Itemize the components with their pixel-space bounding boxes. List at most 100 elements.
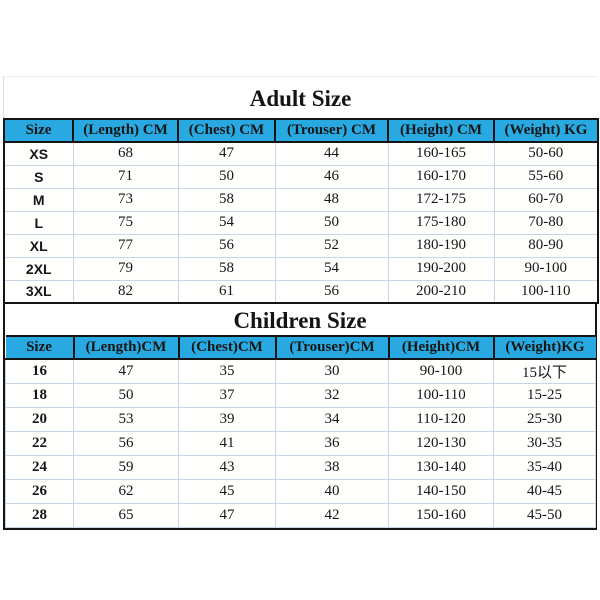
size-label: 20 — [5, 406, 74, 432]
table-cell: 56 — [73, 430, 179, 456]
table-row: 26 62 45 40 140-150 40-45 — [5, 478, 596, 504]
size-label: 16 — [5, 358, 74, 384]
table-row: XL 77 56 52 180-190 80-90 — [3, 233, 599, 258]
table-cell: 25-30 — [493, 406, 596, 432]
size-label: XS — [3, 141, 74, 166]
table-cell: 50 — [177, 164, 276, 189]
table-cell: 80-90 — [493, 233, 599, 258]
table-cell: 47 — [177, 141, 276, 166]
table-cell: 46 — [274, 164, 389, 189]
table-cell: 61 — [177, 279, 276, 304]
table-cell: 58 — [177, 256, 276, 281]
table-cell: 180-190 — [387, 233, 495, 258]
table-cell: 71 — [72, 164, 179, 189]
table-cell: 54 — [177, 210, 276, 235]
column-header: Size — [5, 335, 75, 360]
table-cell: 44 — [274, 141, 389, 166]
table-cell: 47 — [178, 502, 276, 528]
column-header: Size — [3, 118, 74, 143]
table-cell: 55-60 — [493, 164, 599, 189]
column-header: (Length) CM — [72, 118, 179, 143]
table-cell: 15以下 — [493, 358, 596, 384]
table-cell: 59 — [73, 454, 179, 480]
table-cell: 150-160 — [388, 502, 494, 528]
table-row: XS 68 47 44 160-165 50-60 — [3, 141, 599, 166]
table-cell: 90-100 — [493, 256, 599, 281]
table-cell: 130-140 — [388, 454, 494, 480]
size-label: L — [3, 210, 74, 235]
size-label: 28 — [5, 502, 74, 528]
table-cell: 45-50 — [493, 502, 596, 528]
size-label: M — [3, 187, 74, 212]
table-cell: 60-70 — [493, 187, 599, 212]
table-cell: 160-170 — [387, 164, 495, 189]
table-cell: 50 — [274, 210, 389, 235]
table-cell: 75 — [72, 210, 179, 235]
table-cell: 172-175 — [387, 187, 495, 212]
column-header: (Chest)CM — [177, 335, 277, 360]
size-label: XL — [3, 233, 74, 258]
table-row: 18 50 37 32 100-110 15-25 — [5, 382, 596, 408]
table-cell: 40-45 — [493, 478, 596, 504]
table-cell: 140-150 — [388, 478, 494, 504]
children-size-block: Children Size Size (Length)CM (Chest)CM (Tr… — [3, 304, 597, 530]
table-cell: 160-165 — [387, 141, 495, 166]
table-cell: 110-120 — [388, 406, 494, 432]
column-header: (Weight)KG — [492, 335, 596, 360]
table-cell: 30 — [275, 358, 389, 384]
table-cell: 62 — [73, 478, 179, 504]
table-cell: 47 — [73, 358, 179, 384]
table-cell: 53 — [73, 406, 179, 432]
table-row: S 71 50 46 160-170 55-60 — [3, 164, 599, 189]
table-row: 28 65 47 42 150-160 45-50 — [5, 502, 596, 528]
table-cell: 32 — [275, 382, 389, 408]
table-cell: 56 — [177, 233, 276, 258]
table-cell: 43 — [178, 454, 276, 480]
table-cell: 48 — [274, 187, 389, 212]
table-cell: 41 — [178, 430, 276, 456]
table-cell: 77 — [72, 233, 179, 258]
table-cell: 52 — [274, 233, 389, 258]
table-cell: 100-110 — [388, 382, 494, 408]
table-cell: 54 — [274, 256, 389, 281]
table-cell: 56 — [274, 279, 389, 304]
table-cell: 82 — [72, 279, 179, 304]
table-cell: 45 — [178, 478, 276, 504]
table-row: 20 53 39 34 110-120 25-30 — [5, 406, 596, 432]
table-row: 3XL 82 61 56 200-210 100-110 — [3, 279, 599, 304]
table-cell: 35-40 — [493, 454, 596, 480]
column-header: (Trouser)CM — [274, 335, 390, 360]
table-cell: 73 — [72, 187, 179, 212]
column-header: (Height) CM — [387, 118, 495, 143]
table-cell: 30-35 — [493, 430, 596, 456]
table-cell: 79 — [72, 256, 179, 281]
size-label: 26 — [5, 478, 74, 504]
table-cell: 200-210 — [387, 279, 495, 304]
table-cell: 70-80 — [493, 210, 599, 235]
table-cell: 38 — [275, 454, 389, 480]
adult-size-table: Size (Length) CM (Chest) CM (Trouser) CM (He… — [3, 118, 599, 304]
column-header: (Length)CM — [72, 335, 180, 360]
table-cell: 40 — [275, 478, 389, 504]
size-label: 24 — [5, 454, 74, 480]
table-cell: 190-200 — [387, 256, 495, 281]
table-row: 22 56 41 36 120-130 30-35 — [5, 430, 596, 456]
table-cell: 65 — [73, 502, 179, 528]
size-chart-sheet: Adult Size Size (Length) CM (Chest) CM (Tro… — [3, 76, 599, 530]
table-row: M 73 58 48 172-175 60-70 — [3, 187, 599, 212]
table-row: 16 47 35 30 90-100 15以下 — [5, 358, 596, 384]
table-row: 24 59 43 38 130-140 35-40 — [5, 454, 596, 480]
size-label: 22 — [5, 430, 74, 456]
table-cell: 175-180 — [387, 210, 495, 235]
table-cell: 58 — [177, 187, 276, 212]
children-size-table: Size (Length)CM (Chest)CM (Trouser)CM (Heigh… — [5, 335, 596, 528]
size-label: 2XL — [3, 256, 74, 281]
column-header: (Height)CM — [387, 335, 495, 360]
table-cell: 50-60 — [493, 141, 599, 166]
table-cell: 15-25 — [493, 382, 596, 408]
table-row: 2XL 79 58 54 190-200 90-100 — [3, 256, 599, 281]
column-header: (Weight) KG — [493, 118, 599, 143]
size-label: 3XL — [3, 279, 74, 304]
column-header: (Trouser) CM — [274, 118, 389, 143]
table-row: L 75 54 50 175-180 70-80 — [3, 210, 599, 235]
